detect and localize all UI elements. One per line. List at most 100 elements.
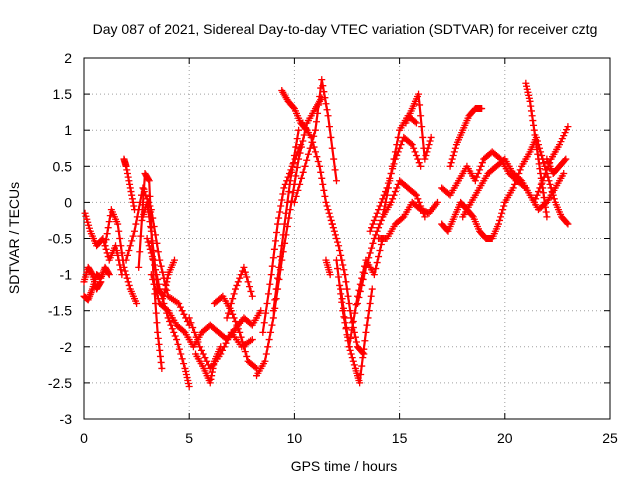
data-point-marker (356, 379, 364, 387)
data-point-marker (319, 82, 327, 90)
data-point-marker (561, 129, 569, 137)
data-point-marker (101, 242, 109, 250)
data-point-marker (234, 278, 242, 286)
data-point-marker (347, 350, 355, 358)
series-arc-15 (253, 94, 326, 380)
data-point-marker (208, 368, 216, 376)
data-point-marker (380, 206, 388, 214)
data-point-marker (318, 76, 326, 84)
data-point-marker (301, 162, 309, 170)
data-point-marker (217, 343, 225, 351)
y-tick-label: -2.5 (48, 375, 72, 391)
series-arc-02 (81, 209, 126, 279)
data-point-marker (359, 275, 367, 283)
data-point-marker (547, 184, 555, 192)
data-point-marker (309, 138, 317, 146)
data-point-marker (549, 191, 557, 199)
data-point-marker (130, 227, 138, 235)
series-arc-17 (269, 126, 303, 315)
data-point-marker (357, 370, 365, 378)
data-point-marker (103, 230, 111, 238)
data-point-marker (247, 287, 255, 295)
series-arc-25 (354, 177, 429, 307)
data-point-marker (330, 227, 338, 235)
data-point-marker (543, 166, 551, 174)
data-point-marker (229, 295, 237, 303)
data-point-marker (274, 274, 282, 282)
data-point-marker (494, 220, 502, 228)
data-point-marker (234, 325, 242, 333)
data-point-marker (184, 380, 192, 388)
data-point-marker (541, 203, 549, 211)
data-point-marker (322, 198, 330, 206)
data-point-marker (244, 278, 252, 286)
y-tick-label: 2 (64, 50, 72, 66)
data-point-marker (163, 274, 171, 282)
data-point-marker (351, 333, 359, 341)
y-tick-label: -2 (60, 339, 73, 355)
data-point-marker (534, 155, 542, 163)
data-point-marker (323, 106, 331, 114)
data-point-marker (137, 232, 145, 240)
data-point-marker (150, 261, 158, 269)
data-point-marker (558, 135, 566, 143)
data-point-marker (500, 202, 508, 210)
data-point-marker (206, 379, 214, 387)
data-point-marker (376, 202, 384, 210)
data-point-marker (563, 219, 571, 227)
data-point-marker (335, 242, 343, 250)
data-point-marker (532, 195, 540, 203)
data-point-marker (241, 348, 249, 356)
series-arc-34 (501, 133, 572, 228)
data-point-marker (102, 236, 110, 244)
data-point-marker (527, 107, 535, 115)
data-point-marker (231, 285, 239, 293)
data-point-marker (233, 321, 241, 329)
y-tick-label: 0 (64, 194, 72, 210)
data-point-marker (370, 271, 378, 279)
data-point-marker (262, 309, 270, 317)
series-arc-21 (322, 256, 334, 279)
data-point-marker (170, 256, 178, 264)
data-point-marker (522, 79, 530, 87)
data-point-marker (122, 271, 130, 279)
data-point-marker (330, 155, 338, 163)
data-point-marker (146, 218, 154, 226)
data-point-marker (126, 242, 134, 250)
data-point-marker (367, 292, 375, 300)
data-point-marker (331, 231, 339, 239)
data-point-marker (478, 159, 486, 167)
data-point-marker (417, 112, 425, 120)
data-point-marker (85, 221, 93, 229)
data-point-marker (387, 170, 395, 178)
data-point-marker (282, 209, 290, 217)
data-point-marker (538, 151, 546, 159)
data-point-marker (278, 196, 286, 204)
data-point-marker (417, 162, 425, 170)
data-point-marker (163, 305, 171, 313)
series-arc-09 (143, 235, 193, 391)
data-point-marker (342, 324, 350, 332)
data-point-marker (226, 304, 234, 312)
series-arc-14 (223, 263, 256, 322)
data-point-marker (331, 166, 339, 174)
x-tick-label: 0 (80, 430, 88, 446)
data-point-marker (533, 191, 541, 199)
data-point-marker (541, 198, 549, 206)
data-point-marker (96, 279, 104, 287)
data-point-marker (421, 155, 429, 163)
data-point-marker (147, 249, 155, 257)
data-point-marker (267, 328, 275, 336)
data-point-marker (148, 237, 156, 245)
data-point-marker (391, 188, 399, 196)
data-point-marker (243, 352, 251, 360)
data-point-marker (240, 343, 248, 351)
data-point-marker (366, 227, 374, 235)
data-point-marker (315, 101, 323, 109)
data-point-marker (334, 238, 342, 246)
data-point-marker (416, 101, 424, 109)
data-point-marker (236, 328, 244, 336)
data-point-marker (369, 220, 377, 228)
data-point-marker (419, 133, 427, 141)
data-point-marker (349, 318, 357, 326)
